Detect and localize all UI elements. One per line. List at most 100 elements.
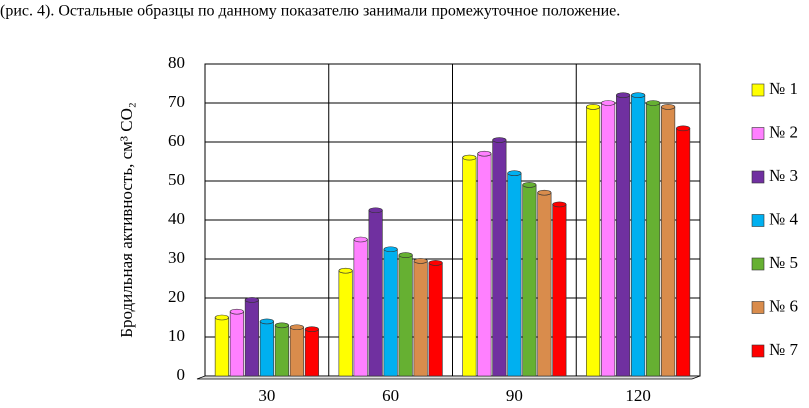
bar-top	[289, 324, 304, 331]
bar-body	[274, 324, 289, 377]
bar-body	[214, 317, 229, 377]
bar-top	[631, 92, 646, 98]
bar	[368, 207, 383, 377]
bar	[338, 267, 353, 377]
bar-body	[507, 172, 522, 377]
bar-top	[338, 267, 353, 274]
paragraph: (рис. 4). Остальные образцы по данному п…	[0, 3, 620, 20]
x-tick-label: 30	[258, 386, 275, 405]
bar-body	[338, 270, 353, 377]
bar-top	[537, 189, 552, 196]
bar	[661, 104, 676, 377]
bar-top	[462, 154, 477, 161]
bar-top	[244, 297, 259, 303]
y-tick-label: 0	[177, 365, 186, 384]
legend-label: № 5	[769, 253, 798, 272]
bar-body	[586, 106, 601, 377]
bar	[552, 201, 567, 377]
bar-top	[398, 252, 413, 258]
y-axis-label: Бродильная активность, см³ CO₂	[117, 102, 136, 338]
bar-body	[259, 321, 274, 377]
bar-body	[676, 128, 691, 377]
bar	[353, 236, 368, 377]
bar-top	[676, 125, 691, 132]
bar	[383, 246, 398, 377]
legend-label: № 2	[769, 122, 798, 141]
x-tick-label: 60	[382, 386, 399, 405]
bar-body	[289, 326, 304, 377]
x-tick-label: 90	[506, 386, 523, 405]
bar-body	[492, 139, 507, 377]
bar-top	[383, 246, 398, 253]
bar	[537, 189, 552, 377]
bar	[616, 92, 631, 377]
legend-label: № 4	[769, 209, 798, 228]
bar-top	[552, 201, 567, 208]
bar	[304, 326, 319, 377]
bar	[477, 150, 492, 377]
bar	[428, 260, 443, 377]
bar-body	[229, 311, 244, 377]
bar-body	[413, 260, 428, 377]
bar-body	[428, 262, 443, 377]
bar-body	[661, 106, 676, 377]
bar-body	[304, 328, 319, 377]
y-tick-label: 50	[168, 170, 185, 189]
legend-swatch	[751, 257, 765, 271]
bar-top	[586, 104, 601, 110]
x-tick-label: 120	[625, 386, 651, 405]
legend-swatch	[751, 344, 765, 358]
bar-body	[368, 209, 383, 377]
bar-body	[537, 192, 552, 377]
bar-body	[477, 153, 492, 377]
bar	[229, 308, 244, 377]
floor	[196, 375, 701, 380]
bar-top	[601, 100, 616, 106]
bar-top	[477, 150, 492, 157]
bar	[646, 100, 661, 377]
bar-body	[601, 102, 616, 377]
y-tick-label: 80	[168, 53, 185, 72]
legend-swatch	[751, 127, 765, 140]
bar	[413, 258, 428, 377]
bar	[462, 154, 477, 377]
bar	[398, 252, 413, 377]
bar	[522, 182, 537, 377]
bar-body	[631, 94, 646, 377]
bar-top	[368, 207, 383, 214]
y-tick-label: 10	[168, 326, 185, 345]
bar-body	[646, 102, 661, 377]
bar	[492, 137, 507, 377]
bar	[601, 100, 616, 377]
bar-top	[661, 104, 676, 110]
legend-label: № 3	[769, 166, 798, 185]
bar-top	[304, 326, 319, 333]
y-tick-label: 20	[168, 287, 185, 306]
bar	[259, 318, 274, 377]
bar	[507, 170, 522, 377]
y-tick-label: 30	[168, 248, 185, 267]
y-tick-label: 60	[168, 131, 185, 150]
bar-top	[507, 170, 522, 176]
bar	[631, 92, 646, 377]
y-tick-label: 40	[168, 209, 185, 228]
bar-body	[244, 299, 259, 377]
legend-swatch	[751, 170, 765, 184]
bar	[244, 297, 259, 377]
bar-top	[522, 182, 537, 188]
bar-body	[462, 157, 477, 377]
bar	[274, 322, 289, 377]
bar	[676, 125, 691, 377]
bar-top	[616, 92, 631, 98]
bar-body	[398, 254, 413, 377]
bar-top	[646, 100, 661, 106]
legend-label: № 1	[769, 79, 798, 98]
legend-swatch	[751, 214, 765, 227]
bar	[586, 104, 601, 377]
bar-top	[214, 314, 229, 321]
legend-label: № 7	[769, 340, 798, 359]
bar-top	[274, 322, 289, 329]
bar-body	[383, 248, 398, 377]
